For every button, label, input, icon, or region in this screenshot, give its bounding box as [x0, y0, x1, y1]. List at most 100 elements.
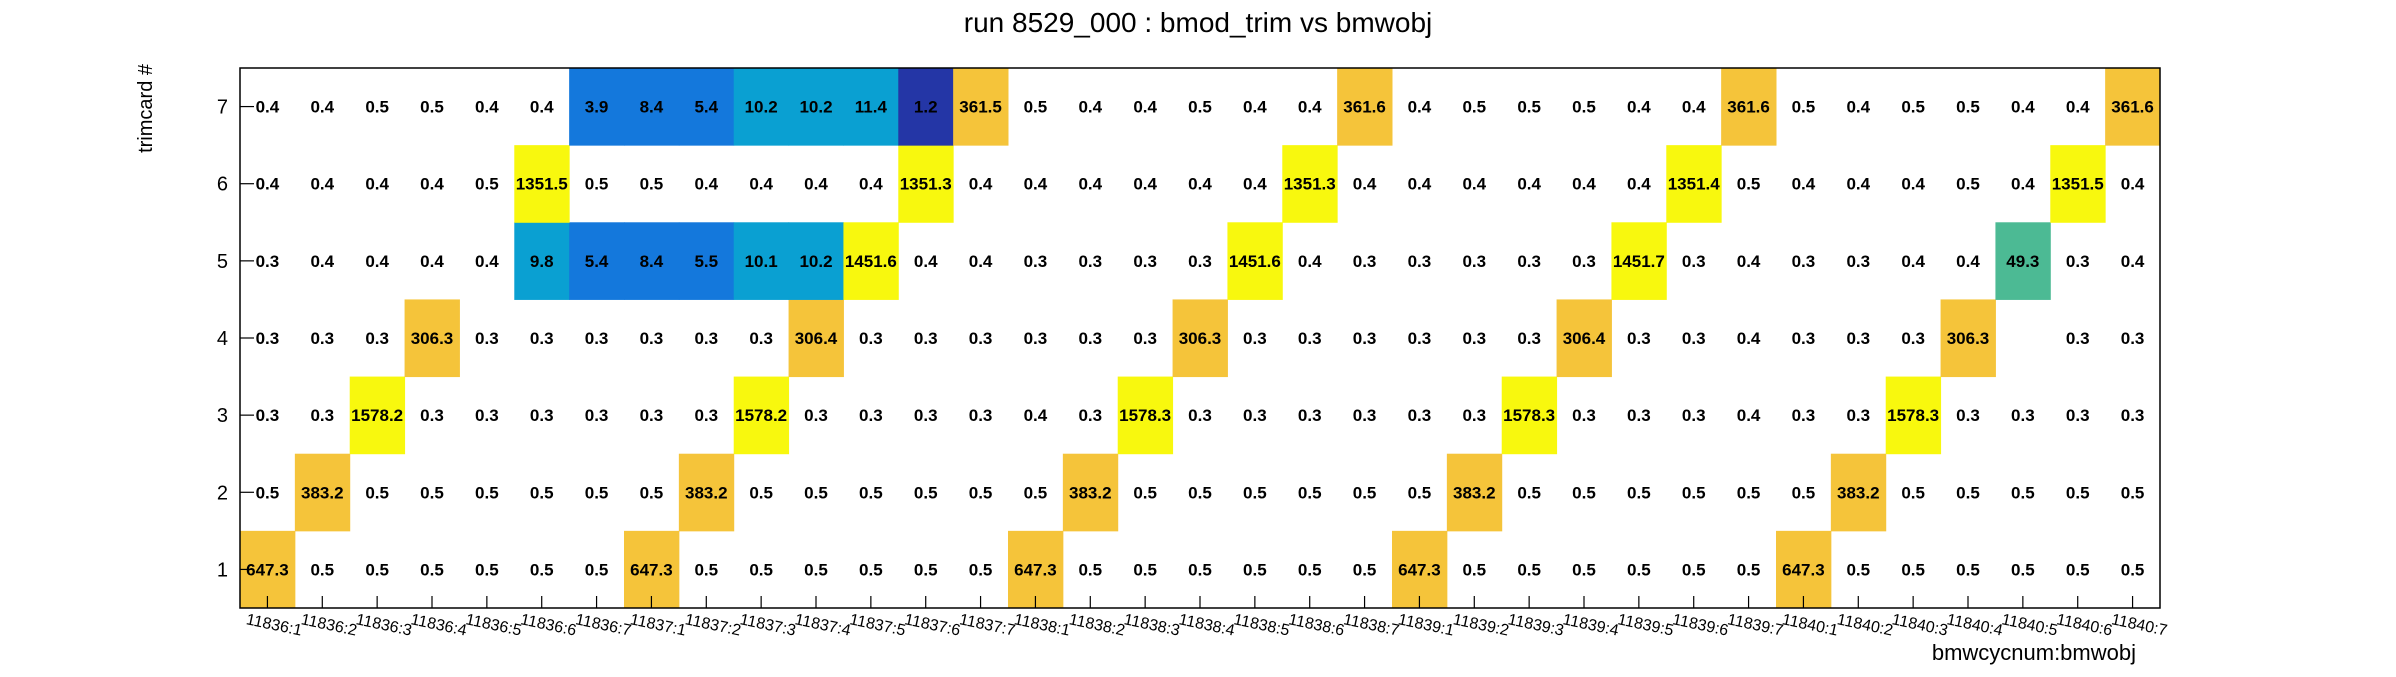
- cell-value-label: 0.3: [1956, 406, 1980, 425]
- cell-value-label: 0.3: [475, 406, 499, 425]
- x-tick-label: 11839:1: [1397, 611, 1456, 639]
- heatmap-cell: [678, 222, 735, 300]
- x-tick-label: 11836:2: [299, 611, 358, 639]
- cell-value-label: 0.3: [585, 329, 609, 348]
- cell-value-label: 0.5: [1462, 560, 1486, 579]
- heatmap-cell: [294, 453, 351, 532]
- cell-value-label: 0.4: [310, 98, 334, 117]
- heatmap-cell: [678, 453, 735, 532]
- cell-value-label: 0.5: [256, 483, 280, 502]
- cell-value-label: 0.5: [1737, 560, 1761, 579]
- cell-value-label: 5.4: [585, 252, 609, 271]
- cell-value-label: 647.3: [246, 560, 289, 579]
- x-tick-label: 11837:5: [848, 611, 907, 639]
- heatmap-cell: [678, 68, 735, 146]
- cell-value-label: 5.4: [694, 98, 718, 117]
- cell-value-label: 0.3: [1682, 329, 1706, 348]
- heatmap-cell: [843, 68, 899, 146]
- cell-value-label: 0.3: [1353, 406, 1377, 425]
- cell-value-label: 0.5: [914, 560, 938, 579]
- cell-value-label: 383.2: [1069, 483, 1112, 502]
- cell-value-label: 0.4: [1572, 175, 1596, 194]
- heatmap-cell: [1008, 530, 1064, 609]
- heatmap-cell: [1282, 145, 1338, 223]
- x-tick-label: 11836:6: [519, 611, 578, 639]
- cell-value-label: 0.3: [1846, 252, 1870, 271]
- cell-value-label: 0.5: [749, 560, 773, 579]
- cell-value-label: 0.3: [1792, 329, 1816, 348]
- cell-value-label: 0.5: [1737, 175, 1761, 194]
- cell-value-label: 1578.2: [735, 406, 787, 425]
- chart-title: run 8529_000 : bmod_trim vs bmwobj: [964, 7, 1432, 38]
- heatmap-cell: [569, 222, 625, 300]
- y-tick-label: 7: [217, 97, 228, 119]
- y-tick-label: 5: [217, 251, 228, 273]
- cell-value-label: 0.3: [1517, 252, 1541, 271]
- cell-value-label: 0.3: [1408, 329, 1432, 348]
- cell-value-label: 0.3: [1517, 329, 1541, 348]
- cell-value-label: 0.5: [2121, 483, 2145, 502]
- cell-value-label: 0.4: [1133, 175, 1157, 194]
- cell-value-label: 0.5: [1188, 483, 1212, 502]
- cell-value-label: 1351.3: [900, 175, 952, 194]
- cell-value-label: 0.3: [1024, 252, 1048, 271]
- cell-value-label: 0.3: [859, 329, 883, 348]
- x-axis-ticks: 11836:111836:211836:311836:411836:511836…: [245, 596, 2169, 640]
- x-tick-label: 11836:4: [409, 611, 468, 639]
- cell-value-label: 0.5: [2011, 483, 2035, 502]
- cell-value-label: 0.5: [694, 560, 718, 579]
- cell-value-label: 0.3: [1462, 406, 1486, 425]
- cell-value-label: 0.5: [1298, 560, 1322, 579]
- heatmap-cell: [1446, 453, 1503, 532]
- cell-value-label: 0.3: [256, 252, 280, 271]
- cell-value-label: 383.2: [1837, 483, 1880, 502]
- x-tick-label: 11838:3: [1122, 611, 1181, 639]
- heatmap-cell: [1172, 299, 1228, 378]
- x-tick-label: 11840:2: [1835, 611, 1894, 639]
- x-tick-label: 11840:7: [2110, 611, 2169, 639]
- cell-value-label: 0.3: [1572, 252, 1596, 271]
- cell-value-label: 0.4: [2121, 252, 2145, 271]
- heatmap-cell: [788, 299, 844, 378]
- cell-value-label: 0.3: [310, 329, 334, 348]
- cell-value-label: 0.5: [859, 483, 883, 502]
- cell-value-label: 0.5: [1792, 483, 1816, 502]
- cell-value-label: 0.5: [585, 560, 609, 579]
- x-tick-label: 11838:7: [1342, 611, 1401, 639]
- x-tick-label: 11837:3: [738, 611, 797, 639]
- cell-value-label: 0.5: [1133, 560, 1157, 579]
- cell-value-label: 0.5: [1024, 98, 1048, 117]
- cell-value-label: 0.4: [2011, 98, 2035, 117]
- cell-value-label: 0.3: [530, 406, 554, 425]
- cell-value-label: 0.3: [2121, 329, 2145, 348]
- heatmap-cell: [624, 222, 680, 300]
- cell-value-label: 0.5: [1298, 483, 1322, 502]
- cell-value-label: 9.8: [530, 252, 554, 271]
- cell-value-label: 0.4: [530, 98, 554, 117]
- y-tick-label: 6: [217, 174, 228, 196]
- cell-value-label: 0.5: [1956, 175, 1980, 194]
- cell-value-label: 0.5: [420, 560, 444, 579]
- cell-value-label: 0.5: [1243, 560, 1267, 579]
- cell-value-label: 0.3: [1243, 329, 1267, 348]
- heatmap-cell: [569, 68, 625, 146]
- x-tick-label: 11838:5: [1232, 611, 1291, 639]
- cell-value-label: 0.5: [1846, 560, 1870, 579]
- x-tick-label: 11840:5: [2000, 611, 2059, 639]
- heatmap-cell: [733, 376, 790, 455]
- cell-value-label: 0.3: [914, 329, 938, 348]
- cell-value-label: 0.5: [1737, 483, 1761, 502]
- cell-value-label: 0.4: [1737, 252, 1761, 271]
- heatmap-cell: [1666, 145, 1722, 223]
- heatmap-cell: [1721, 68, 1777, 146]
- cell-value-label: 0.4: [1243, 175, 1267, 194]
- cell-value-label: 0.3: [530, 329, 554, 348]
- cell-value-label: 0.4: [256, 175, 280, 194]
- cell-value-label: 0.5: [640, 483, 664, 502]
- heatmap-cell: [898, 68, 954, 146]
- cell-value-label: 0.3: [859, 406, 883, 425]
- cell-value-label: 0.3: [1682, 252, 1706, 271]
- x-tick-label: 11836:3: [354, 611, 413, 639]
- cell-value-label: 3.9: [585, 98, 609, 117]
